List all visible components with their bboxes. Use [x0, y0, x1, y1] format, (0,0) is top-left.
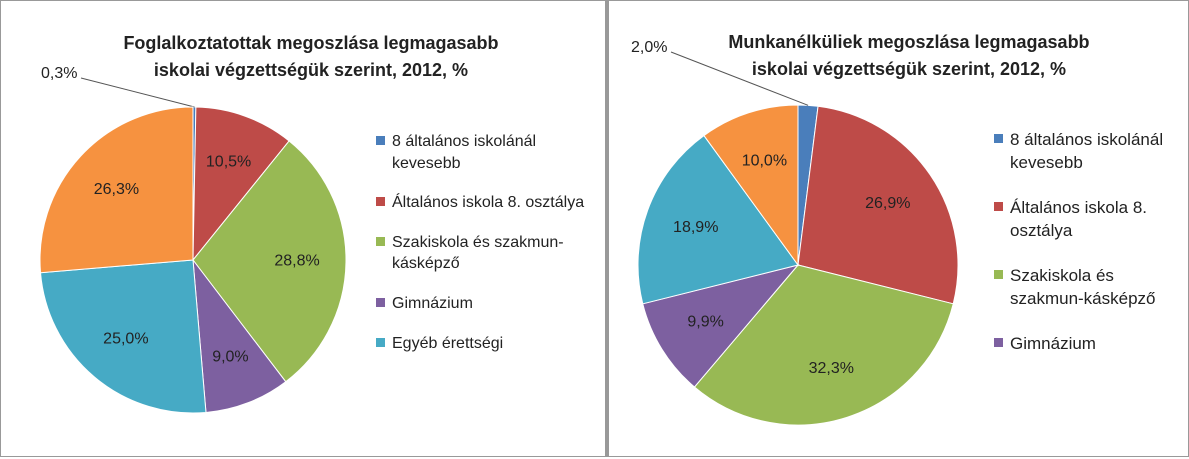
legend-item: Általános iskola 8. osztálya — [376, 192, 596, 214]
legend-item: 8 általános iskolánál kevesebb — [376, 131, 596, 174]
data-label: 2,0% — [631, 39, 667, 56]
data-label: 32,3% — [809, 360, 854, 377]
legend-label: Egyéb érettségi — [392, 334, 504, 352]
legend-label: Szakiskola és szakmun-kásképző — [392, 233, 564, 273]
chart-panel: Munkanélküliek megoszlása legmagasabb isk… — [606, 0, 1189, 457]
legend-item: Gimnázium — [994, 333, 1179, 356]
pie-slice — [637, 134, 799, 305]
data-label: 28,8% — [274, 253, 319, 270]
legend-swatch — [376, 297, 385, 307]
legend-label: Gimnázium — [392, 294, 473, 312]
pie-slice — [642, 264, 800, 388]
pie-slice — [39, 259, 207, 414]
data-label: 9,9% — [687, 314, 723, 331]
data-label: 0,3% — [41, 65, 77, 82]
legend-item: 8 általános iskolánál kevesebb — [994, 129, 1179, 175]
legend-swatch — [376, 236, 385, 246]
chart-title: Munkanélküliek megoszlása legmagasabb — [728, 32, 1089, 52]
chart-title: Foglalkoztatottak megoszlása legmagasabb — [123, 33, 498, 53]
chart-title: iskolai végzettségük szerint, 2012, % — [752, 59, 1066, 79]
legend-swatch — [376, 136, 385, 145]
pie-slice — [192, 258, 287, 413]
legend-item: Egyéb érettségi — [376, 333, 596, 355]
legend-swatch — [994, 201, 1003, 211]
pie-slice — [693, 264, 954, 426]
legend-label: Gimnázium — [1010, 333, 1096, 353]
data-label: 9,0% — [212, 348, 248, 365]
legend-swatch — [994, 269, 1003, 279]
legend-swatch — [994, 337, 1003, 347]
chart: Munkanélküliek megoszlása legmagasabb isk… — [631, 32, 1090, 426]
legend-label: Általános iskola 8. osztálya — [392, 194, 585, 212]
legend-label: 8 általános iskolánál kevesebb — [1010, 130, 1164, 172]
data-label: 10,0% — [742, 153, 787, 170]
pie-slice — [192, 106, 290, 262]
leader-line — [80, 77, 195, 108]
legend-swatch — [994, 134, 1003, 143]
pie-slice — [192, 140, 347, 383]
data-label: 10,5% — [206, 153, 251, 170]
legend-label: Szakiskola és szakmun-kásképző — [1010, 265, 1156, 308]
pie-slice — [39, 106, 194, 274]
legend-swatch — [376, 337, 385, 347]
data-label: 18,9% — [673, 219, 718, 236]
leader-line — [670, 51, 809, 106]
legend-item: Általános iskola 8. osztálya — [994, 197, 1179, 243]
legend-label: Általános iskola 8. osztálya — [1010, 197, 1148, 240]
legend-item: Szakiskola és szakmun-kásképző — [994, 265, 1179, 311]
legend-item: Szakiskola és szakmun-kásképző — [376, 232, 596, 275]
legend: 8 általános iskolánál kevesebb Általános … — [376, 131, 596, 354]
chart-title: iskolai végzettségük szerint, 2012, % — [154, 60, 468, 80]
pie-slice — [797, 105, 959, 305]
data-label: 25,0% — [103, 331, 148, 348]
data-label: 26,3% — [94, 181, 139, 198]
chart-panel: Foglalkoztatottak megoszlása legmagasabb… — [0, 0, 606, 457]
legend-swatch — [376, 197, 385, 207]
chart: Foglalkoztatottak megoszlása legmagasabb… — [39, 33, 499, 414]
legend: 8 általános iskolánál kevesebb Általános … — [994, 129, 1179, 356]
legend-item: Gimnázium — [376, 293, 596, 315]
data-label: 26,9% — [865, 195, 910, 212]
pie-slice — [703, 104, 799, 267]
legend-label: 8 általános iskolánál kevesebb — [392, 133, 537, 172]
